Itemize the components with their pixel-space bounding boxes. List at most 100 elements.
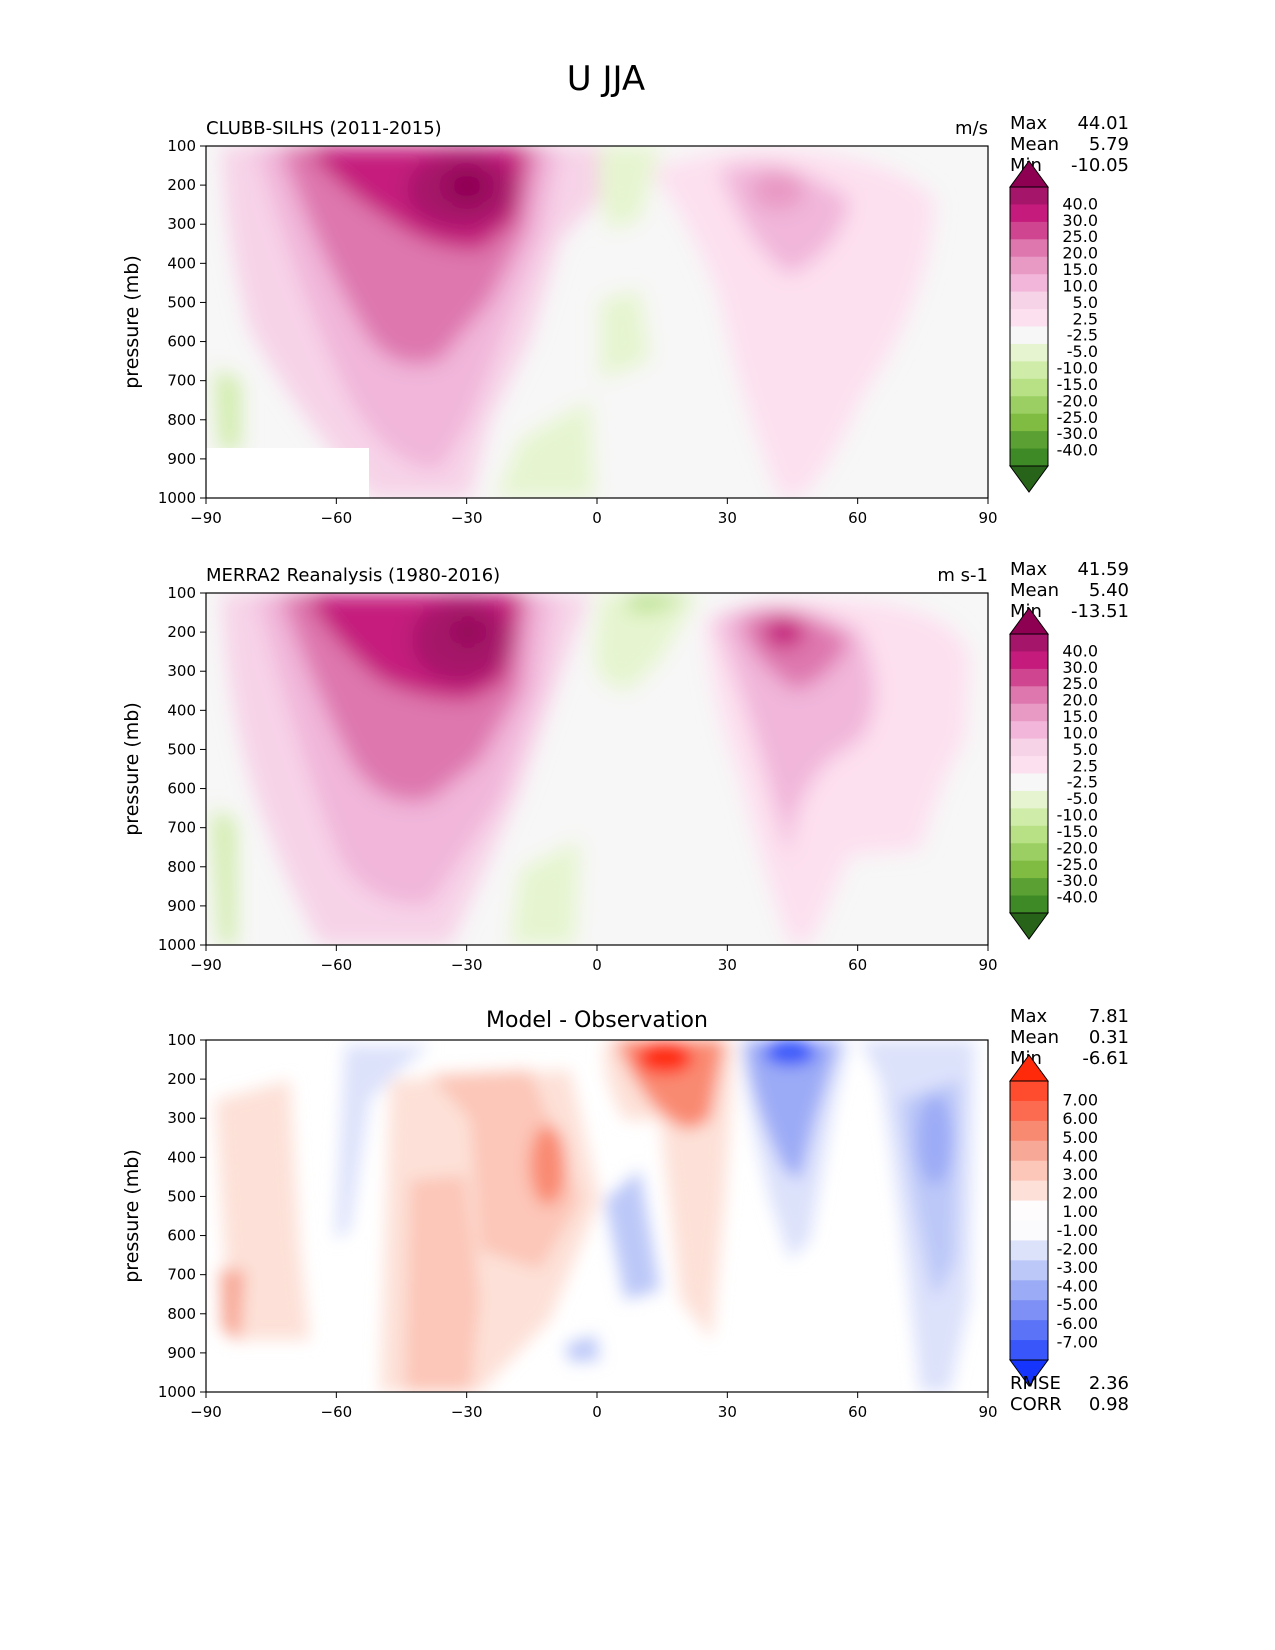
- panel-diff-polar-neg-core: [917, 1095, 953, 1185]
- panel-model-title: CLUBB-SILHS (2011-2015): [206, 118, 442, 139]
- colorbar-label: -10.0: [1057, 359, 1098, 378]
- colorbar-segment: [1010, 1081, 1048, 1102]
- metric-label: CORR: [1010, 1394, 1062, 1415]
- colorbar-segment: [1010, 895, 1048, 914]
- colorbar-segment: [1010, 651, 1048, 670]
- panel-obs-xticks: −90 −60 −30 0 30 60 90: [190, 945, 998, 974]
- y-tick-label: 300: [167, 215, 196, 233]
- colorbar-segment: [1010, 634, 1048, 652]
- colorbar-segment: [1010, 1320, 1048, 1341]
- colorbar-segment: [1010, 756, 1048, 774]
- colorbar-label: 10.0: [1062, 276, 1098, 295]
- colorbar-label: -2.5: [1067, 326, 1098, 345]
- colorbar-segment: [1010, 1240, 1048, 1261]
- colorbar-label: 40.0: [1062, 194, 1098, 213]
- panel-diff-sh-neg: [335, 1045, 430, 1240]
- colorbar-segment: [1010, 204, 1048, 223]
- stat-label: Mean: [1010, 1027, 1059, 1048]
- y-tick-label: 500: [167, 1187, 196, 1205]
- panel-model: CLUBB-SILHS (2011-2015) m/s pre: [121, 113, 1129, 527]
- colorbar-segment: [1010, 1200, 1048, 1221]
- x-tick-label: 0: [592, 1403, 602, 1421]
- colorbar-segment: [1010, 378, 1048, 397]
- colorbar-segment: [1010, 721, 1048, 740]
- x-tick-label: −60: [321, 509, 353, 527]
- panel-model-nh-jet-outer: [650, 149, 935, 498]
- stat-value: -10.05: [1071, 155, 1129, 176]
- panel-diff-title: Model - Observation: [486, 1008, 708, 1033]
- panel-diff-field: [206, 1040, 988, 1392]
- colorbar-label: 5.0: [1073, 740, 1098, 759]
- stat-value: 5.79: [1089, 134, 1129, 155]
- stat-value: 44.01: [1077, 113, 1129, 134]
- y-tick-label: 800: [167, 411, 196, 429]
- panel-model-easterly-low: [495, 400, 595, 498]
- panel-diff-yticks: 100 200 300 400 500 600 700 800 900 1000: [158, 1031, 206, 1401]
- x-tick-label: 60: [848, 1403, 867, 1421]
- colorbar-segment: [1010, 1260, 1048, 1281]
- panel-model-ylabel: pressure (mb): [121, 255, 143, 389]
- colorbar-segment: [1010, 448, 1048, 467]
- colorbar-segment: [1010, 860, 1048, 879]
- y-tick-label: 900: [167, 1344, 196, 1362]
- colorbar-label: 2.00: [1062, 1184, 1098, 1203]
- y-tick-label: 900: [167, 897, 196, 915]
- colorbar-segment: [1010, 686, 1048, 705]
- colorbar-segment: [1010, 343, 1048, 362]
- colorbar-segment: [1010, 221, 1048, 240]
- colorbar-label: 4.00: [1062, 1146, 1098, 1165]
- y-tick-label: 900: [167, 450, 196, 468]
- panel-diff-metrics: RMSE 2.36 CORR 0.98: [1010, 1373, 1129, 1415]
- colorbar-extend-min: [1009, 912, 1049, 940]
- y-tick-label: 200: [167, 176, 196, 194]
- y-tick-label: 100: [167, 584, 196, 602]
- panel-diff-eq-neg: [605, 1170, 660, 1300]
- stat-value: 7.81: [1089, 1006, 1129, 1027]
- x-tick-label: −60: [321, 1403, 353, 1421]
- stat-value: -6.61: [1082, 1048, 1129, 1069]
- colorbar-label: -20.0: [1057, 838, 1098, 857]
- colorbar-segment: [1010, 396, 1048, 415]
- panel-diff-sh-pos-upper: [430, 1070, 580, 1270]
- x-tick-label: −30: [451, 509, 483, 527]
- y-tick-label: 600: [167, 333, 196, 351]
- y-tick-label: 500: [167, 740, 196, 758]
- x-tick-label: −90: [190, 509, 222, 527]
- colorbar-segment: [1010, 187, 1048, 205]
- colorbar-segment: [1010, 808, 1048, 827]
- figure-title: U JJA: [567, 59, 645, 99]
- stat-value: -13.51: [1071, 601, 1129, 622]
- panel-obs-ylabel: pressure (mb): [121, 702, 143, 836]
- x-tick-label: 90: [978, 956, 997, 974]
- y-tick-label: 700: [167, 1266, 196, 1284]
- colorbar-label: 20.0: [1062, 244, 1098, 263]
- colorbar-label: -5.00: [1057, 1295, 1098, 1314]
- x-tick-label: 90: [978, 509, 997, 527]
- colorbar-label: 15.0: [1062, 707, 1098, 726]
- y-tick-label: 500: [167, 293, 196, 311]
- y-tick-label: 200: [167, 1070, 196, 1088]
- panel-diff-eq-pos-core: [637, 1042, 693, 1074]
- colorbar-segment: [1010, 1300, 1048, 1321]
- colorbar-label: -20.0: [1057, 391, 1098, 410]
- x-tick-label: 30: [718, 956, 737, 974]
- stat-label: Mean: [1010, 580, 1059, 601]
- panel-diff-sh-pos-west-core: [220, 1270, 245, 1340]
- x-tick-label: −30: [451, 1403, 483, 1421]
- colorbar-label: -10.0: [1057, 806, 1098, 825]
- x-tick-label: 30: [718, 509, 737, 527]
- colorbar-segment: [1010, 1220, 1048, 1241]
- y-tick-label: 100: [167, 137, 196, 155]
- colorbar-segment: [1010, 825, 1048, 844]
- stat-value: 0.31: [1089, 1027, 1129, 1048]
- y-tick-label: 400: [167, 254, 196, 272]
- colorbar-segment: [1010, 256, 1048, 275]
- colorbar-label: 10.0: [1062, 723, 1098, 742]
- colorbar-label: 2.5: [1073, 309, 1098, 328]
- x-tick-label: 0: [592, 509, 602, 527]
- colorbar-label: 6.00: [1062, 1109, 1098, 1128]
- colorbar-frame: [1009, 1080, 1049, 1361]
- panel-model-nh-jet-core: [752, 170, 804, 210]
- colorbar-label: -3.00: [1057, 1258, 1098, 1277]
